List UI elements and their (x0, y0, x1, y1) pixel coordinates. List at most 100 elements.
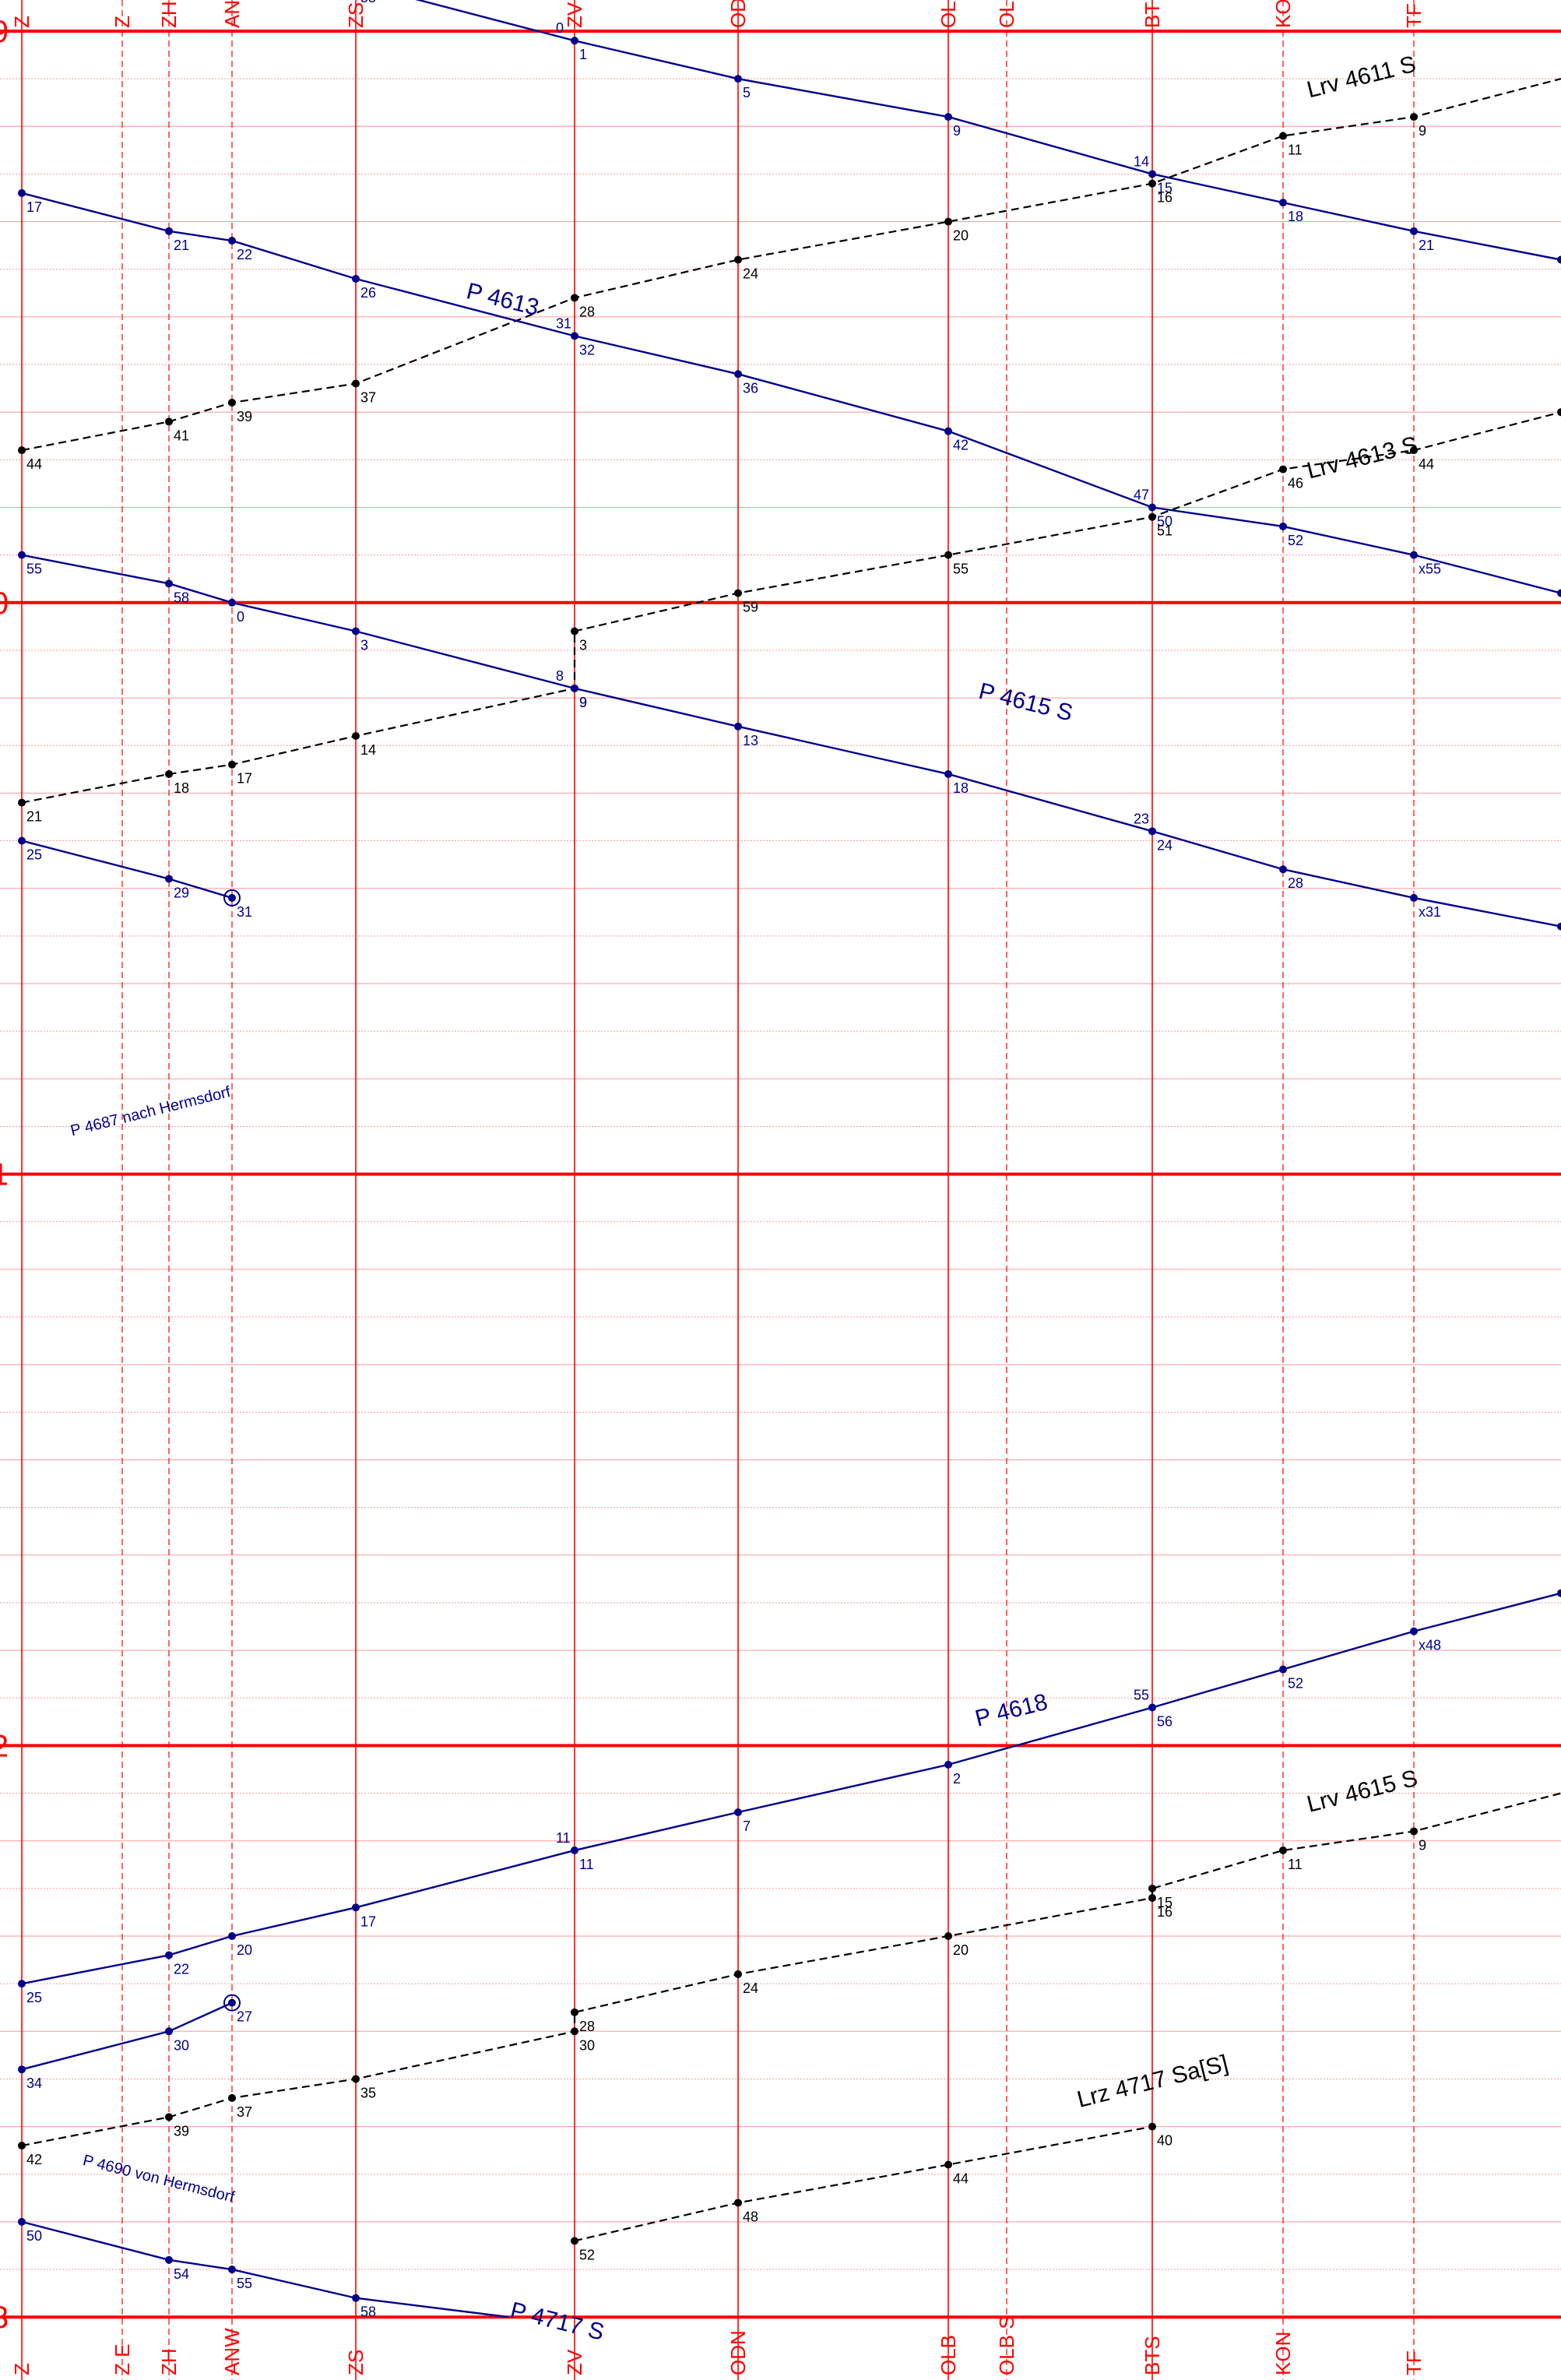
stop-dot (18, 2217, 26, 2226)
stop-minute-label: 21 (26, 809, 42, 825)
train-name-label: P 4687 nach Hermsdorf (69, 1083, 232, 1139)
station-top-label: BT (1141, 2, 1164, 28)
stop-minute-label: 9 (1419, 1837, 1426, 1853)
stop-minute-label: 11 (556, 1830, 571, 1846)
stop-dot (228, 893, 236, 902)
stop-dot (1148, 2122, 1156, 2131)
stop-minute-label: x55 (1419, 562, 1441, 577)
stop-dot (165, 579, 173, 588)
train-name-label: Lrv 4611 S (1304, 51, 1419, 104)
station-top-label: AN (220, 0, 244, 28)
stop-dot (1557, 255, 1561, 264)
stop-minute-label: 58 (360, 2304, 376, 2320)
stop-dot (944, 2160, 952, 2169)
stop-dot (352, 2294, 360, 2302)
stop-minute-label: x48 (1419, 1638, 1441, 1653)
stop-minute-label: 20 (237, 1942, 252, 1958)
stop-dot (944, 1760, 952, 1769)
stop-dot (228, 760, 236, 769)
stop-dot (18, 188, 26, 197)
stop-dot (352, 274, 360, 283)
stop-minute-label: 25 (26, 847, 42, 863)
stop-minute-label: 9 (579, 695, 587, 710)
stop-dot (228, 237, 236, 245)
stop-dot (1410, 893, 1418, 902)
stop-minute-label: 24 (743, 266, 758, 282)
terminus-marker (223, 1994, 241, 2012)
station-top-label: KO (1271, 0, 1295, 28)
stop-dot (734, 2199, 742, 2207)
stop-minute-label: 55 (1134, 1687, 1149, 1702)
train-name-label: P 4615 S (976, 678, 1075, 727)
stop-minute-label: 42 (26, 2152, 42, 2167)
train-name-label: Lrv 4615 S (1304, 1766, 1420, 1818)
station-bottom-label: TF (1402, 2350, 1426, 2375)
stop-dot (1557, 1589, 1561, 1597)
stop-dot (734, 1808, 742, 1817)
stop-minute-label: 7 (743, 1818, 751, 1834)
stop-dot (1557, 589, 1561, 597)
stop-dot (1410, 113, 1418, 121)
stop-minute-label: 52 (1288, 1676, 1303, 1692)
stop-minute-label: 17 (237, 771, 252, 787)
stop-minute-label: 27 (237, 2009, 252, 2025)
train-path (21, 2002, 233, 2071)
stop-dot (1410, 1627, 1418, 1635)
stop-minute-label: 15 (1157, 180, 1173, 195)
stop-dot (1279, 1665, 1287, 1674)
station-top-label: ZH (157, 1, 181, 28)
stop-minute-label: 23 (1134, 811, 1149, 826)
train-path (21, 78, 1561, 452)
stop-dot (1279, 865, 1287, 874)
stop-minute-label: 29 (174, 885, 189, 900)
stop-minute-label: 16 (1157, 1904, 1173, 1920)
stop-minute-label: 21 (174, 238, 189, 253)
stop-dot (1557, 922, 1561, 931)
station-bottom-label: BTS (1141, 2336, 1164, 2375)
stop-dot (1148, 170, 1156, 178)
stop-dot (944, 427, 952, 435)
stop-minute-label: 37 (237, 2104, 252, 2120)
stop-dot (571, 2027, 578, 2036)
stop-dot (352, 627, 360, 635)
station-bottom-label: OLB S (995, 2315, 1018, 2375)
stop-minute-label: 52 (1288, 533, 1303, 548)
stop-dot (165, 2113, 173, 2121)
stop-dot (228, 1932, 236, 1940)
stop-minute-label: 28 (1288, 875, 1303, 891)
stop-dot (228, 398, 236, 407)
stop-minute-label: 28 (579, 2019, 595, 2034)
station-top-label: OL (937, 1, 960, 28)
stop-minute-label: 0 (237, 609, 244, 625)
stop-minute-label: 36 (743, 380, 758, 396)
train-path (21, 554, 1561, 928)
stop-minute-label: 30 (174, 2037, 189, 2053)
stop-dot (944, 1932, 952, 1940)
station-bottom-label: ZS (344, 2350, 367, 2375)
stop-dot (165, 769, 173, 778)
train-paths (18, 0, 1561, 2318)
stop-minute-label: 47 (1134, 488, 1149, 503)
stop-minute-label: 55 (26, 562, 42, 577)
stop-minute-label: 34 (26, 2075, 42, 2091)
stop-dot (571, 37, 578, 45)
stop-minute-label: 18 (174, 780, 189, 796)
stop-minute-label: 3 (360, 637, 368, 653)
stop-dot (571, 2237, 578, 2245)
stop-dot (944, 113, 952, 121)
station-bottom-label: KON (1271, 2332, 1295, 2375)
stop-minute-label: 11 (1288, 143, 1303, 158)
stop-minute-label: 26 (360, 285, 376, 301)
train-name-label: P 4717 S (508, 2297, 606, 2346)
stop-minute-label: 0 (556, 20, 564, 36)
stop-minute-label: 37 (360, 390, 376, 406)
stop-dot (18, 798, 26, 807)
stop-minute-label: 24 (1157, 837, 1173, 853)
stop-dot (165, 2255, 173, 2264)
station-top-label: Z (111, 16, 134, 28)
stop-dot (1410, 1827, 1418, 1836)
stop-minute-label: 15 (1157, 1895, 1173, 1910)
station-bottom-label: ZH (157, 2348, 181, 2375)
station-top-label: OD (726, 0, 750, 28)
